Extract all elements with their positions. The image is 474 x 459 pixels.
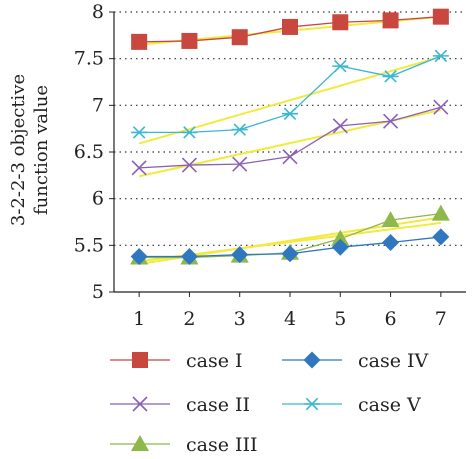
legend: case I case IV case II case V case III: [110, 350, 429, 456]
legend-item-1: case I: [110, 350, 243, 372]
square-marker: [432, 8, 449, 25]
x-tick-label: 6: [385, 308, 397, 330]
asterisk-marker: [282, 107, 298, 120]
x-tick-label: 7: [435, 308, 447, 330]
trend-line-5: [138, 55, 442, 145]
square-marker: [382, 12, 399, 29]
legend-item-2: case II: [110, 394, 250, 416]
x-marker: [282, 149, 298, 165]
x-marker: [433, 99, 449, 115]
x-tick-label: 3: [234, 308, 246, 330]
asterisk-marker: [332, 59, 349, 73]
x-marker: [132, 396, 148, 412]
legend-label: case IV: [358, 350, 429, 372]
legend-label: case V: [358, 394, 421, 416]
asterisk-marker: [181, 126, 198, 139]
asterisk-marker: [231, 123, 248, 136]
series-2: [131, 99, 449, 176]
series-5: [131, 49, 449, 139]
legend-label: case II: [186, 394, 250, 416]
y-tick-label: 7.5: [74, 48, 104, 70]
diamond-marker: [303, 351, 321, 369]
square-marker: [131, 33, 148, 50]
series-4: [130, 228, 450, 266]
y-axis-label-line-2: function value: [31, 85, 52, 215]
x-tick-label: 1: [133, 308, 145, 330]
legend-label: case I: [186, 350, 243, 372]
x-marker: [332, 118, 348, 134]
legend-label: case III: [186, 434, 258, 456]
legend-item-5: case V: [282, 394, 421, 416]
y-axis-label-line-1: 3-2-2-3 objective: [8, 74, 29, 226]
y-tick-label: 5: [92, 281, 104, 303]
diamond-marker: [331, 238, 349, 256]
triangle-marker: [331, 229, 350, 246]
x-tick-labels: 1 2 3 4 5 6 7: [133, 292, 447, 330]
diamond-marker: [231, 246, 249, 264]
triangle-marker: [431, 204, 450, 221]
diamond-marker: [432, 228, 450, 246]
y-tick-label: 6.5: [74, 141, 104, 163]
triangle-marker: [131, 435, 149, 451]
x-tick-label: 4: [284, 308, 296, 330]
square-marker: [132, 352, 148, 368]
legend-item-4: case IV: [282, 350, 429, 372]
diamond-marker: [180, 248, 198, 266]
square-marker: [282, 18, 298, 35]
series-lines: [130, 8, 450, 266]
y-tick-label: 7: [92, 94, 104, 116]
asterisk-marker: [131, 126, 148, 139]
grid-lines: [114, 11, 466, 246]
diamond-marker: [382, 234, 400, 252]
y-tick-label: 8: [92, 1, 104, 23]
asterisk-marker: [432, 49, 449, 63]
asterisk-marker: [382, 70, 399, 83]
square-marker: [181, 32, 198, 49]
x-marker: [232, 156, 248, 172]
x-tick-label: 5: [334, 308, 346, 330]
series-1: [131, 8, 449, 50]
y-tick-labels: 5 5.5 6 6.5 7 7.5 8: [74, 1, 114, 303]
diamond-marker: [130, 248, 148, 266]
legend-item-3: case III: [110, 434, 258, 456]
x-marker: [131, 160, 147, 176]
triangle-marker: [381, 211, 400, 228]
y-tick-label: 5.5: [74, 234, 104, 256]
x-marker: [181, 157, 197, 173]
x-marker: [383, 113, 399, 129]
asterisk-marker: [304, 397, 320, 411]
diamond-marker: [281, 245, 299, 263]
y-tick-label: 6: [92, 188, 104, 210]
x-tick-label: 2: [183, 308, 195, 330]
square-marker: [231, 29, 248, 46]
square-marker: [332, 14, 349, 31]
